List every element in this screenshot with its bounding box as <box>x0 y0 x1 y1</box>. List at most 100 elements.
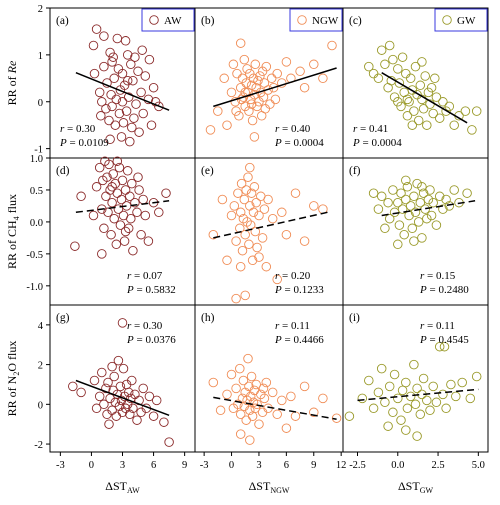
data-point <box>402 403 413 414</box>
data-point <box>410 207 421 218</box>
data-point <box>109 73 119 84</box>
data-point <box>246 99 257 109</box>
data-point <box>389 92 400 102</box>
data-point <box>235 207 246 218</box>
data-point <box>107 101 117 112</box>
legend-label: GW <box>457 15 476 27</box>
data-point <box>441 403 451 414</box>
data-point <box>104 419 114 429</box>
data-point <box>242 64 252 74</box>
data-point <box>246 80 257 91</box>
data-point <box>89 68 100 79</box>
data-point <box>318 393 328 404</box>
data-point <box>117 175 128 186</box>
data-point <box>376 191 387 202</box>
data-point <box>164 437 174 447</box>
data-point <box>384 381 395 392</box>
stat-r: r = 0.40 <box>275 123 311 135</box>
data-point <box>251 197 261 208</box>
panel-label: (i) <box>349 312 360 324</box>
data-point <box>401 377 411 388</box>
data-point <box>261 377 272 388</box>
data-point <box>434 113 445 123</box>
data-point <box>238 213 249 224</box>
stat-p: P = 0.4545 <box>419 334 469 346</box>
x-tick-label: -2.5 <box>349 460 366 471</box>
stat-r: r = 0.15 <box>420 270 456 282</box>
data-point <box>105 47 115 58</box>
data-point <box>401 425 411 435</box>
data-point <box>117 68 128 79</box>
data-point <box>388 185 398 195</box>
data-point <box>222 389 232 400</box>
data-point <box>103 207 113 218</box>
data-point <box>259 393 270 404</box>
data-point <box>68 381 78 392</box>
panel-label: (a) <box>56 15 69 27</box>
data-point <box>257 233 268 243</box>
data-point <box>233 188 243 198</box>
data-point <box>76 387 86 398</box>
data-point <box>418 373 429 384</box>
data-point <box>208 229 219 240</box>
y-tick-label: 2 <box>38 4 43 15</box>
data-point <box>373 204 384 214</box>
data-point <box>234 111 244 121</box>
data-point <box>249 182 260 192</box>
data-point <box>245 220 256 230</box>
data-point <box>384 213 395 224</box>
data-point <box>258 383 269 394</box>
data-point <box>235 429 246 439</box>
data-point <box>97 249 107 259</box>
data-point <box>132 207 142 218</box>
data-point <box>295 66 305 77</box>
data-point <box>253 75 263 86</box>
data-point <box>114 108 125 119</box>
data-point <box>413 115 424 126</box>
regression-line <box>213 211 328 239</box>
data-point <box>112 156 123 166</box>
y-tick-label: 1 <box>38 51 43 62</box>
panel-label: (f) <box>349 165 361 177</box>
data-point <box>430 73 440 84</box>
data-point <box>380 397 390 408</box>
data-point <box>261 61 272 72</box>
data-point <box>131 99 141 109</box>
data-point <box>226 87 237 98</box>
data-point <box>281 423 292 433</box>
data-point <box>115 85 126 95</box>
data-point <box>219 73 229 84</box>
data-point <box>101 383 111 394</box>
data-point <box>143 236 154 246</box>
data-point <box>254 252 264 262</box>
data-point <box>446 379 456 390</box>
regression-line <box>213 67 337 108</box>
x-axis-label: ΔSTAW <box>105 479 140 495</box>
data-point <box>471 106 482 116</box>
data-point <box>241 78 251 88</box>
legend-marker <box>297 15 307 25</box>
data-point <box>128 403 138 414</box>
data-point <box>235 38 246 48</box>
x-tick-label: 6 <box>151 460 156 471</box>
data-point <box>441 106 451 116</box>
stat-p: P = 0.5832 <box>126 284 176 296</box>
data-point <box>109 371 119 382</box>
regression-line <box>75 200 170 214</box>
data-point <box>88 210 99 221</box>
data-point <box>465 393 476 404</box>
data-point <box>231 383 241 394</box>
data-point <box>250 226 261 237</box>
y-tick-label: 1.0 <box>30 154 43 165</box>
stat-r: r = 0.41 <box>353 123 388 135</box>
data-point <box>122 166 133 176</box>
data-point <box>401 194 411 205</box>
y-tick-label: -2 <box>34 440 43 451</box>
panel-label: (c) <box>349 15 362 27</box>
y-tick-label: 4 <box>38 321 44 332</box>
legend-box <box>141 8 195 32</box>
data-point <box>110 120 121 130</box>
data-point <box>428 381 438 392</box>
data-point <box>119 236 130 246</box>
data-point <box>418 104 429 114</box>
